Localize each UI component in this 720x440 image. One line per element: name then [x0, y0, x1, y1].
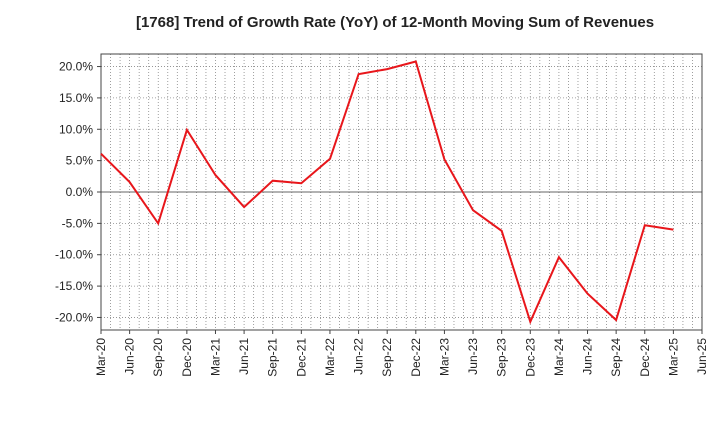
x-tick-label: Dec-24 — [638, 338, 652, 377]
y-tick-label: 0.0% — [66, 185, 94, 199]
y-tick-label: 15.0% — [59, 91, 93, 105]
series-line — [100, 60, 674, 325]
x-tick-label: Jun-24 — [581, 338, 595, 375]
x-tick-label: Sep-21 — [266, 338, 280, 377]
x-tick-label: Sep-24 — [609, 338, 623, 377]
x-tick-label: Mar-25 — [666, 338, 680, 376]
y-tick-label: -20.0% — [55, 310, 93, 324]
x-tick-label: Mar-23 — [437, 338, 451, 376]
x-tick-label: Dec-22 — [409, 338, 423, 377]
x-tick-label: Dec-21 — [294, 338, 308, 377]
x-tick-label: Dec-20 — [180, 338, 194, 377]
y-tick-label: 20.0% — [59, 60, 93, 74]
x-tick-label: Jun-20 — [123, 338, 137, 375]
x-tick-label: Jun-22 — [352, 338, 366, 375]
x-tick-label: Mar-21 — [208, 338, 222, 376]
x-tick-label: Jun-25 — [695, 338, 709, 375]
y-tick-label: -15.0% — [55, 279, 93, 293]
x-tick-label: Mar-22 — [323, 338, 337, 376]
x-tick-label: Jun-21 — [237, 338, 251, 375]
chart-title: [1768] Trend of Growth Rate (YoY) of 12-… — [135, 14, 655, 31]
x-tick-label: Dec-23 — [523, 338, 537, 377]
y-tick-label: 5.0% — [66, 154, 94, 168]
x-tick-label: Sep-22 — [380, 338, 394, 377]
y-tick-label: 10.0% — [59, 122, 93, 136]
y-tick-label: -5.0% — [62, 216, 94, 230]
y-tick-label: -10.0% — [55, 248, 93, 262]
x-tick-label: Mar-24 — [552, 338, 566, 376]
x-tick-label: Sep-20 — [151, 338, 165, 377]
x-tick-label: Jun-23 — [466, 338, 480, 375]
plot-frame — [100, 53, 703, 331]
x-tick-label: Mar-20 — [94, 338, 108, 376]
x-tick-label: Sep-23 — [495, 338, 509, 377]
